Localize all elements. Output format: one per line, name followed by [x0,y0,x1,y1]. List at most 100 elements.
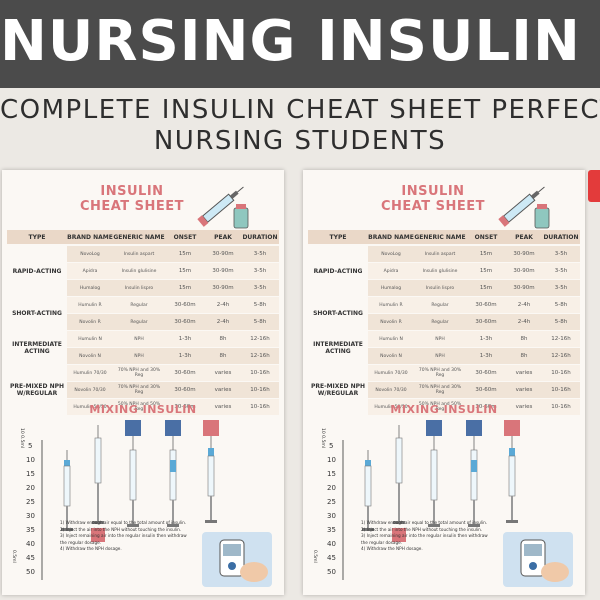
step-3: 3) Inject remaining air into the regular… [361,533,488,538]
onset-cell: 1-3h [466,348,506,365]
generic-cell: Insulin glulisine [414,263,466,280]
onset-cell: 30-60m [466,297,506,314]
table-row: INTERMEDIATE ACTING Humulin N NPH 1-3h 8… [308,331,580,365]
peak-cell: 30-90m [506,246,542,263]
syringe-step-5 [203,420,219,523]
ruler-tick-label: 50 [327,568,336,576]
ruler-tick-label: 45 [26,554,35,562]
duration-cell: 3-5h [241,263,279,280]
step-1: 1) Withdraw enough air equal to the tota… [361,520,488,525]
syringe-step-1 [362,450,374,531]
header-generic-name: GENERIC NAME [414,230,466,246]
brand-cell: Humulin 50/50 [368,399,414,416]
brand-cell: NovoLog [368,246,414,263]
mixing-insulin-title: MIXING INSULIN [89,403,197,416]
glucometer-image [202,532,272,587]
brand-cell: NovoLog [67,246,113,263]
brand-cell: Novolin R [368,314,414,331]
type-cell: INTERMEDIATE ACTING [7,331,67,365]
duration-cell: 10-16h [241,382,279,399]
duration-cell: 5-8h [241,297,279,314]
step-2: 2) Inject the air into the NPH without t… [60,526,182,532]
duration-cell: 3-5h [241,246,279,263]
onset-cell: 30-60m [466,314,506,331]
table-row: Novolin 70/30 70% NPH and 30% Reg 30-60m… [7,382,279,399]
cheat-sheet-preview-right: INSULIN CHEAT SHEET TYPE BRAND NAME GENE… [303,170,585,595]
ruler-tick-label: 5 [28,442,32,450]
ruler-tick-label: 25 [327,498,336,506]
generic-cell: Regular [414,297,466,314]
generic-cell: 50% NPH and 50% Reg [414,399,466,416]
generic-cell: NPH [414,348,466,365]
syringe-step-3 [125,420,141,527]
onset-cell: 30-60m [165,399,205,416]
insulin-table: TYPE BRAND NAME GENERIC NAME ONSET PEAK … [7,230,279,416]
header-type: TYPE [7,230,67,246]
syringe-scale-ruler: 10 0.5ml 5 10 15 20 25 30 35 40 45 50 0.… [11,428,43,580]
brand-cell: Humulin R [368,297,414,314]
onset-cell: 15m [165,246,205,263]
ruler-tick-label: 20 [327,484,336,492]
duration-cell: 10-16h [241,399,279,416]
onset-cell: 15m [165,280,205,297]
header-brand-name: BRAND NAME [368,230,414,246]
header-brand-name: BRAND NAME [67,230,113,246]
onset-cell: 1-3h [165,348,205,365]
brand-cell: Humulin 70/30 [368,365,414,382]
header-generic-name: GENERIC NAME [113,230,165,246]
onset-cell: 15m [165,263,205,280]
step-1: 1) Withdraw enough air equal to the tota… [60,520,187,525]
table-row: Novolin N NPH 1-3h 8h 12-16h [7,348,279,365]
peak-cell: 30-90m [205,263,241,280]
duration-cell: 12-16h [241,348,279,365]
peak-cell: 30-90m [506,263,542,280]
table-row: Novolin R Regular 30-60m 2-4h 5-8h [7,314,279,331]
title-banner: NURSING INSULIN CHEAT SHEET [0,0,600,88]
syringe-step-1 [61,450,73,531]
brand-cell: Humulin 70/30 [67,365,113,382]
sheet-title-line-1: INSULIN [100,184,164,199]
peak-cell: varies [205,365,241,382]
onset-cell: 15m [466,280,506,297]
peak-cell: 8h [205,348,241,365]
generic-cell: NPH [113,331,165,348]
cheat-sheet-preview-left: INSULIN CHEAT SHEET TYPE BRAND NAME GENE… [2,170,284,595]
syringe-vial-icon [498,186,550,229]
sheet-title-line-2: CHEAT SHEET [380,199,486,214]
duration-cell: 12-16h [542,348,580,365]
generic-cell: Insulin aspart [414,246,466,263]
brand-cell: Apidra [368,263,414,280]
table-row: PRE-MIXED NPH W/REGULAR Humulin 70/30 70… [7,365,279,416]
duration-cell: 12-16h [241,331,279,348]
generic-cell: Insulin lispro [113,280,165,297]
brand-cell: Humulin N [368,331,414,348]
table-row: PRE-MIXED NPH W/REGULAR Humulin 70/30 70… [308,365,580,416]
header-onset: ONSET [466,230,506,246]
duration-cell: 3-5h [542,280,580,297]
type-cell: RAPID-ACTING [7,246,67,297]
brand-cell: Humulin N [67,331,113,348]
generic-cell: 70% NPH and 30% Reg [113,365,165,382]
generic-cell: Regular [113,297,165,314]
brand-cell: Humulin R [67,297,113,314]
type-cell: RAPID-ACTING [308,246,368,297]
type-cell: SHORT-ACTING [7,297,67,331]
corner-badge [588,170,600,202]
step-2: 2) Inject the air into the NPH without t… [361,526,483,532]
sheet-title: INSULIN CHEAT SHEET [363,184,503,214]
onset-cell: 1-3h [165,331,205,348]
peak-cell: 2-4h [506,314,542,331]
step-4: 4) Withdraw the NPH dosage. [60,546,122,551]
peak-cell: 2-4h [506,297,542,314]
table-row: Apidra Insulin glulisine 15m 30-90m 3-5h [7,263,279,280]
header-duration: DURATION [241,230,279,246]
sheet-title-line-2: CHEAT SHEET [79,199,185,214]
ruler-bottom-label: 0.5ml [11,550,17,563]
brand-cell: Humalog [67,280,113,297]
onset-cell: 30-60m [165,297,205,314]
header-onset: ONSET [165,230,205,246]
ruler-tick-label: 50 [26,568,35,576]
brand-cell: Novolin N [67,348,113,365]
generic-cell: 50% NPH and 50% Reg [113,399,165,416]
generic-cell: NPH [414,331,466,348]
